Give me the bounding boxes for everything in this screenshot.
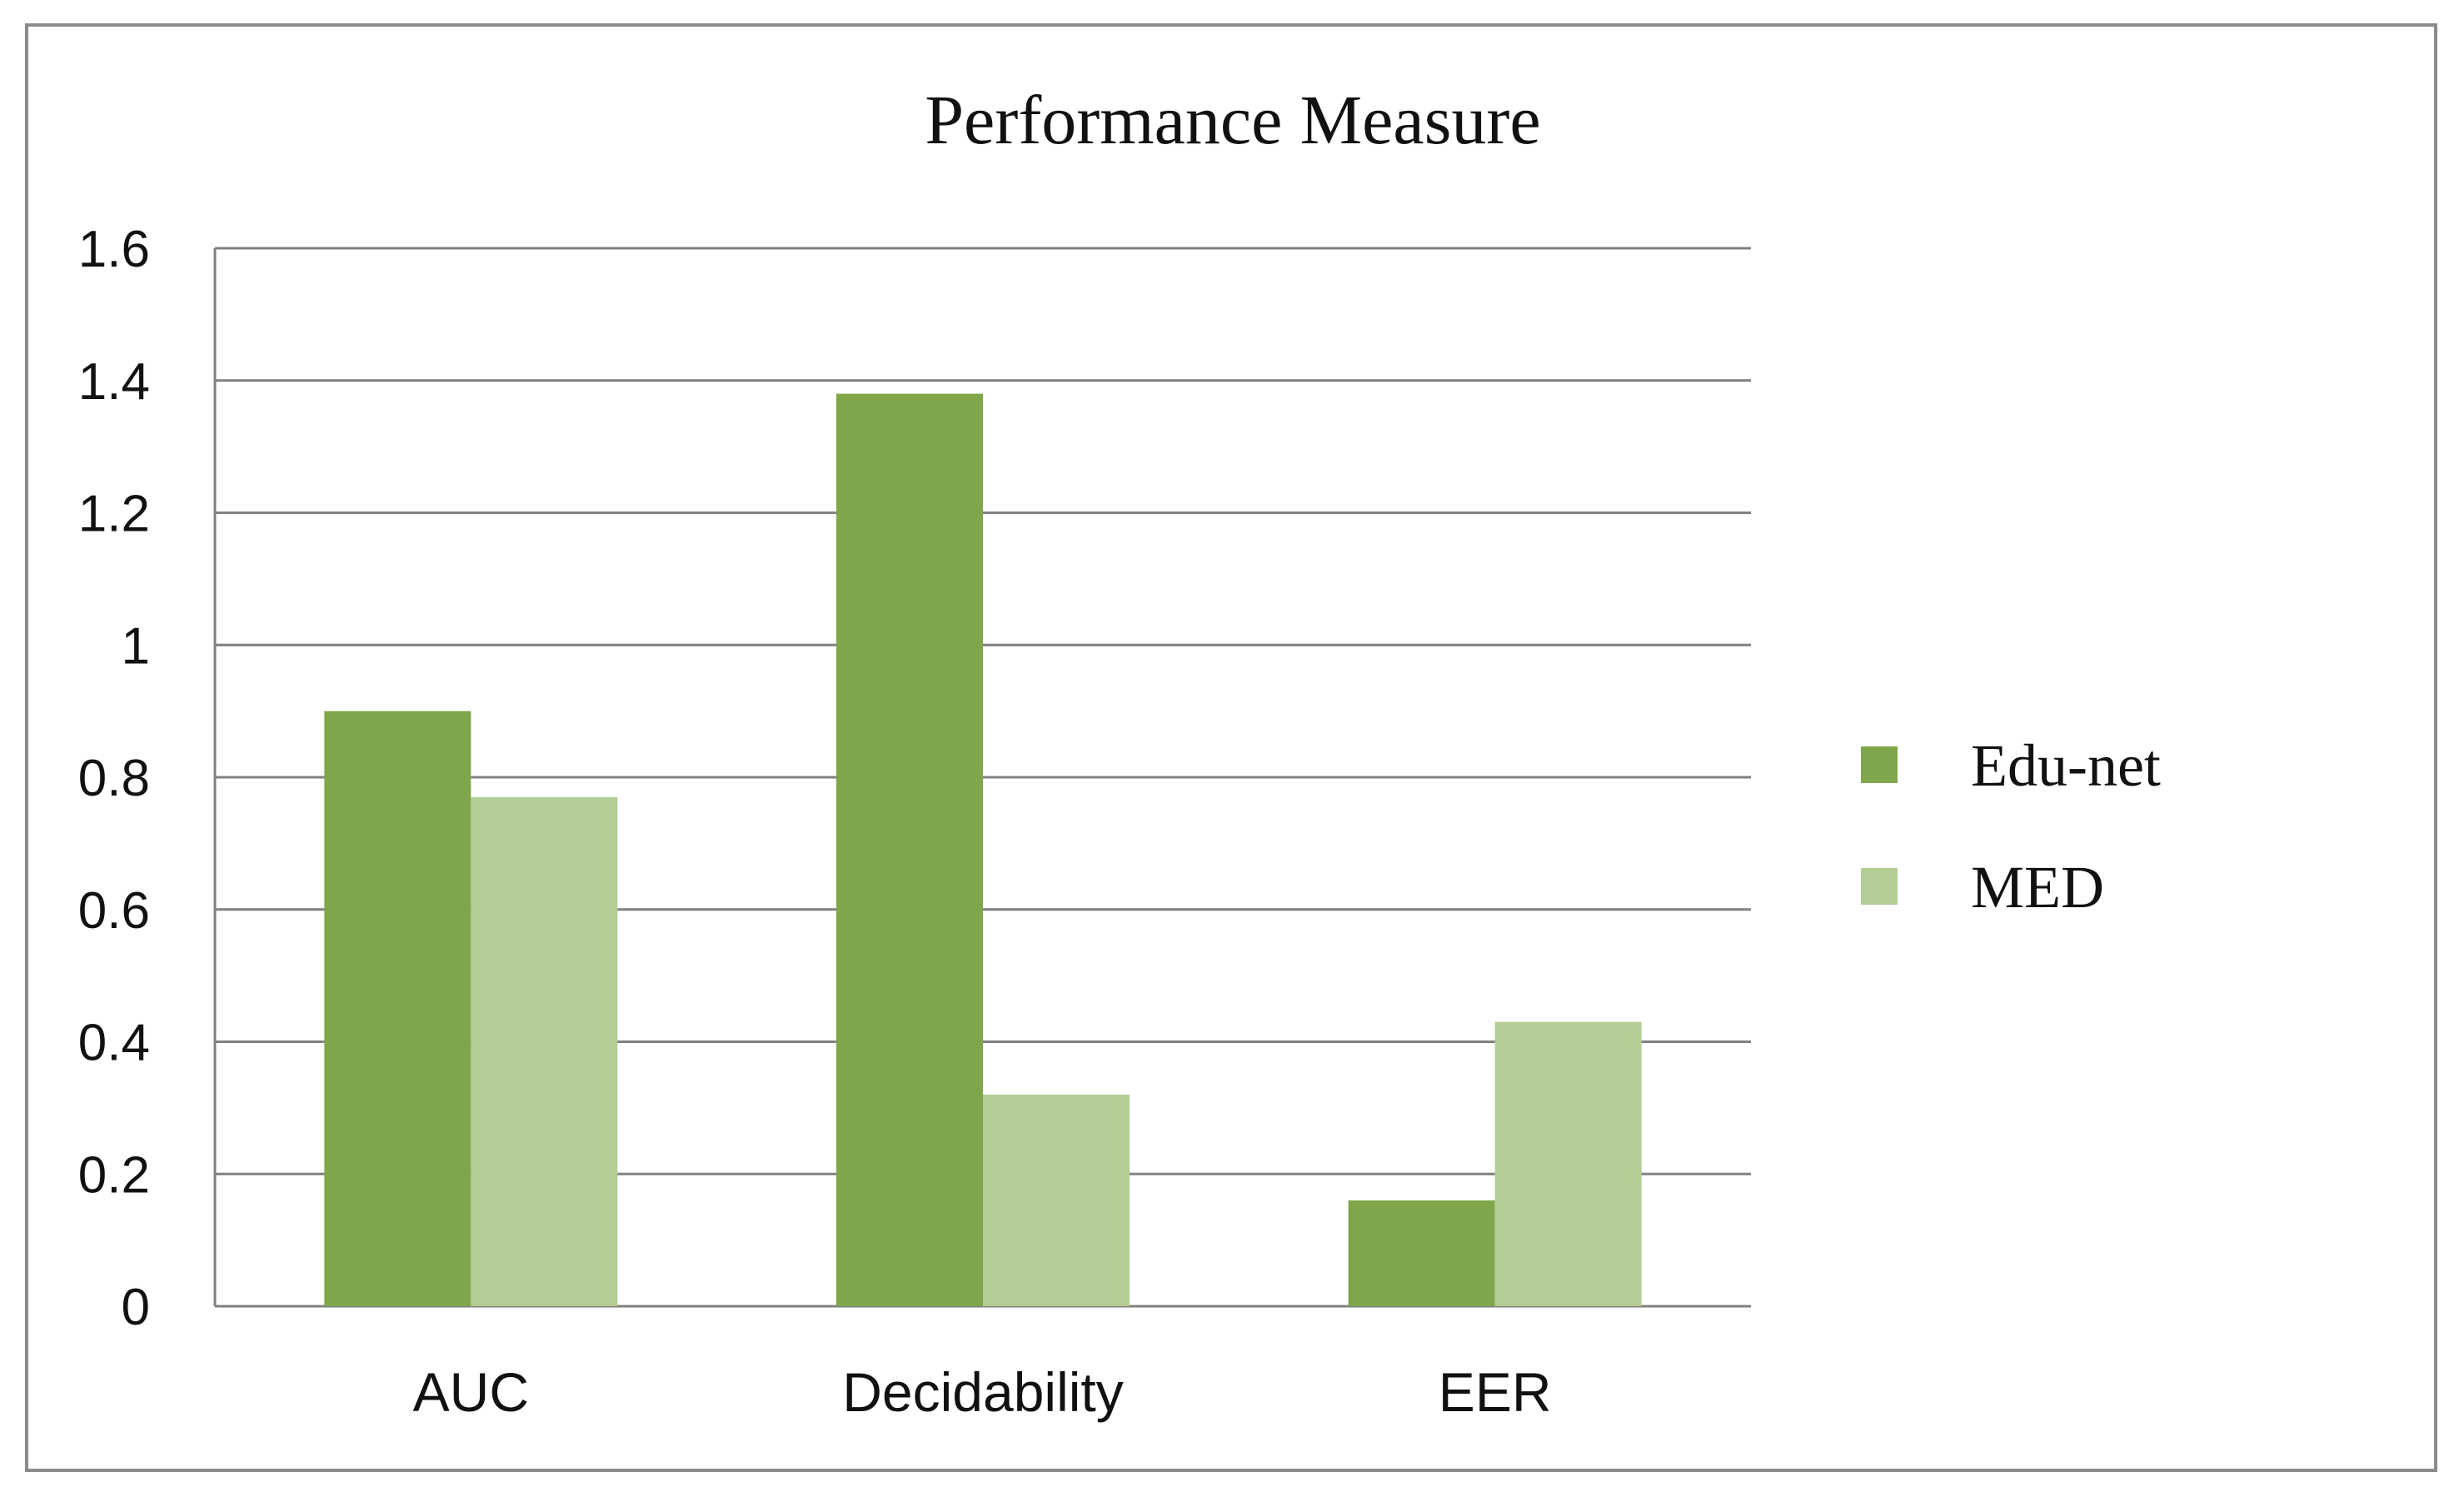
y-tick-label: 0.4 — [78, 1015, 150, 1072]
bar-med-auc — [471, 796, 618, 1306]
y-tick-label: 1 — [122, 617, 150, 675]
y-tick-label: 1.4 — [78, 353, 150, 411]
legend: Edu-net MED — [1861, 732, 2161, 921]
y-axis-ticks: 0 0.2 0.4 0.6 0.8 1 1.2 1.4 1.6 — [78, 221, 150, 1336]
y-tick-label: 1.2 — [78, 486, 150, 543]
x-category-label: EER — [1439, 1361, 1552, 1423]
x-category-label: Decidability — [842, 1361, 1123, 1423]
bar-med-eer — [1494, 1021, 1642, 1306]
bar-edu-net-auc — [324, 711, 471, 1306]
x-axis-categories: AUC Decidability EER — [413, 1361, 1552, 1423]
legend-label: Edu-net — [1971, 732, 2161, 799]
bar-med-decidability — [983, 1095, 1130, 1306]
bars — [324, 393, 1642, 1306]
legend-label: MED — [1971, 854, 2104, 921]
x-category-label: AUC — [413, 1361, 529, 1423]
y-tick-label: 0 — [122, 1279, 150, 1336]
y-tick-label: 0.2 — [78, 1146, 150, 1204]
legend-swatch — [1861, 868, 1898, 905]
bar-edu-net-eer — [1348, 1200, 1495, 1306]
bar-edu-net-decidability — [836, 393, 983, 1306]
y-tick-label: 1.6 — [78, 221, 150, 278]
y-tick-label: 0.8 — [78, 750, 150, 807]
y-tick-label: 0.6 — [78, 882, 150, 940]
chart-title: Performance Measure — [925, 82, 1540, 159]
legend-swatch — [1861, 746, 1898, 783]
